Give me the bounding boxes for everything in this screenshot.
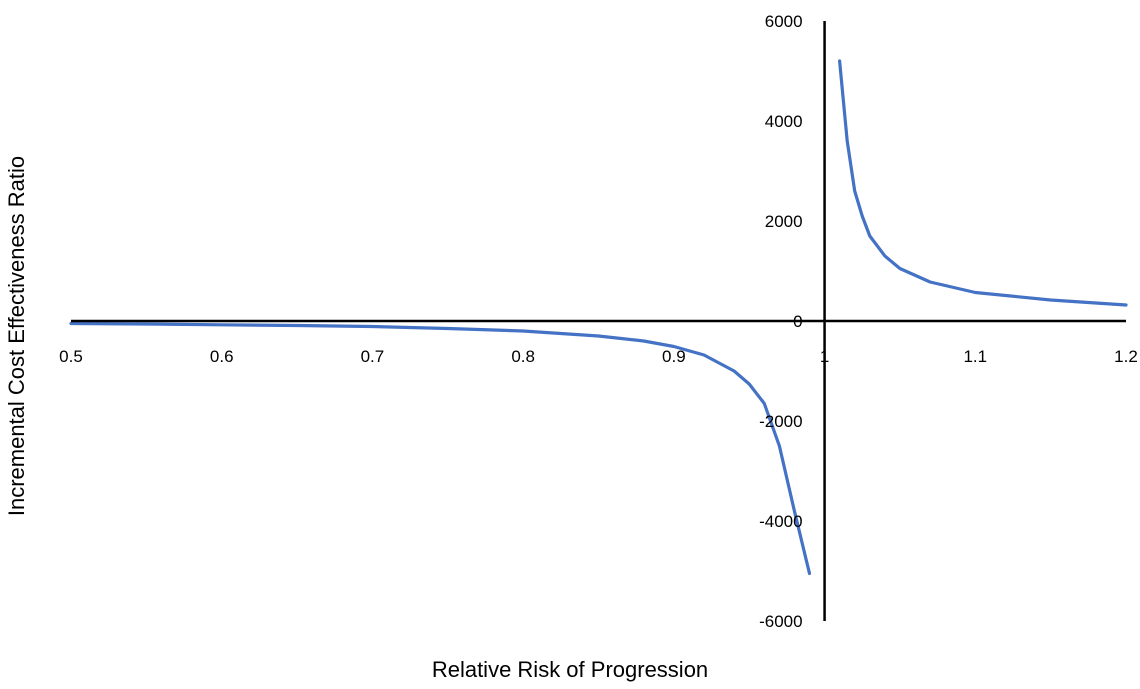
y-tick-label: 2000 (765, 212, 803, 231)
y-tick-label: -4000 (759, 512, 802, 531)
x-tick-label: 0.9 (662, 347, 686, 366)
x-tick-label: 1.2 (1114, 347, 1138, 366)
x-axis-title: Relative Risk of Progression (432, 657, 708, 682)
x-tick-label: 1 (820, 347, 829, 366)
x-tick-label: 0.8 (511, 347, 535, 366)
y-tick-label: -2000 (759, 412, 802, 431)
y-tick-label: -6000 (759, 612, 802, 631)
x-tick-label: 0.5 (59, 347, 83, 366)
x-tick-label: 0.7 (361, 347, 385, 366)
y-tick-label: 6000 (765, 12, 803, 31)
tick-labels: 0.5 0.6 0.7 0.8 0.9 1 1.1 1.2 -6000 -4000 -2000 0 20… (59, 12, 1138, 631)
y-tick-label: 0 (793, 312, 802, 331)
series-lines (69, 59, 1128, 576)
y-axis-title: Incremental Cost Effectiveness Ratio (4, 156, 29, 516)
series-line-segment-2 (837, 59, 1128, 307)
axes (71, 21, 1126, 621)
x-tick-label: 1.1 (963, 347, 987, 366)
y-tick-label: 4000 (765, 112, 803, 131)
series-line-segment-1 (69, 321, 812, 576)
x-tick-label: 0.6 (210, 347, 234, 366)
